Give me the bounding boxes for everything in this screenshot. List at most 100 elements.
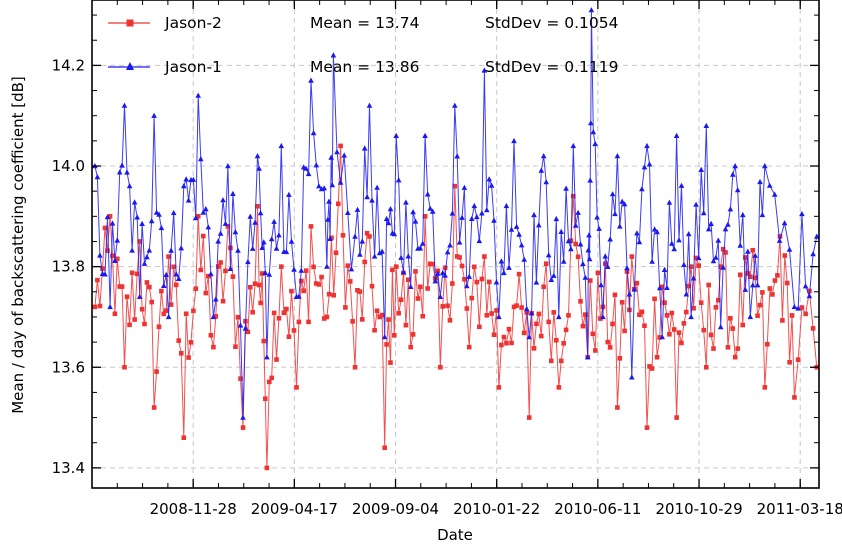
data-point-jason-1 <box>242 325 249 331</box>
data-point-jason-1 <box>722 226 729 232</box>
data-point-jason-2 <box>573 241 579 247</box>
legend-stddev: StdDev = 0.1119 <box>485 58 618 76</box>
data-point-jason-1 <box>771 191 778 197</box>
data-point-jason-2 <box>617 356 623 361</box>
x-tick-label: 2010-10-29 <box>655 500 742 518</box>
data-point-jason-2 <box>688 264 694 269</box>
data-point-jason-1 <box>703 122 710 128</box>
data-point-jason-1 <box>291 266 297 272</box>
data-point-jason-2 <box>291 328 297 333</box>
data-point-jason-1 <box>237 322 244 328</box>
data-point-jason-1 <box>348 266 355 272</box>
data-point-jason-2 <box>659 284 665 290</box>
data-point-jason-1 <box>193 215 199 221</box>
data-point-jason-1 <box>646 161 653 167</box>
data-point-jason-2 <box>499 342 504 348</box>
data-point-jason-2 <box>191 308 196 314</box>
data-point-jason-2 <box>787 359 792 365</box>
data-point-jason-1 <box>471 202 478 209</box>
data-point-jason-2 <box>438 364 443 370</box>
data-point-jason-2 <box>752 275 758 281</box>
data-point-jason-2 <box>452 183 458 189</box>
data-point-jason-2 <box>171 264 176 270</box>
data-point-jason-2 <box>718 264 724 269</box>
data-point-jason-1 <box>278 142 285 149</box>
data-point-jason-2 <box>408 344 413 350</box>
legend-mean: Mean = 13.74 <box>310 14 419 32</box>
legend-entry-jason-2: Jason-2 Mean = 13.74 StdDev = 0.1054 <box>108 14 618 32</box>
data-point-jason-2 <box>427 261 433 267</box>
data-point-jason-1 <box>582 274 589 280</box>
data-point-jason-1 <box>139 220 145 226</box>
data-point-jason-2 <box>548 358 554 364</box>
data-point-jason-1 <box>810 251 816 257</box>
data-point-jason-1 <box>435 270 441 276</box>
data-point-jason-2 <box>629 254 635 259</box>
data-point-jason-1 <box>664 284 670 290</box>
data-point-jason-1 <box>600 313 606 320</box>
x-tick-label: 2009-09-04 <box>352 500 439 518</box>
data-point-jason-1 <box>146 247 153 253</box>
data-point-jason-1 <box>617 223 623 229</box>
data-point-jason-1 <box>447 242 453 248</box>
data-point-jason-1 <box>486 176 492 182</box>
data-point-jason-1 <box>577 241 584 247</box>
data-point-jason-2 <box>410 332 416 337</box>
data-point-jason-2 <box>669 310 675 316</box>
data-point-jason-1 <box>454 153 460 159</box>
data-point-jason-1 <box>498 258 505 264</box>
data-point-jason-1 <box>742 286 749 292</box>
data-point-jason-1 <box>713 254 719 260</box>
data-point-jason-1 <box>385 220 392 226</box>
data-point-jason-1 <box>575 209 581 215</box>
data-point-jason-2 <box>374 308 380 314</box>
data-point-jason-2 <box>324 314 330 320</box>
y-tick-label: 14.0 <box>52 157 85 175</box>
data-point-jason-1 <box>560 258 567 264</box>
data-point-jason-2 <box>92 304 98 310</box>
data-point-jason-2 <box>489 311 494 316</box>
data-point-jason-2 <box>359 317 365 322</box>
data-point-jason-2 <box>760 290 765 295</box>
x-tick-label: 2008-11-28 <box>150 500 237 518</box>
data-point-jason-2 <box>644 425 650 430</box>
data-point-jason-1 <box>321 185 327 191</box>
data-point-jason-2 <box>266 379 272 385</box>
data-point-jason-2 <box>556 385 562 390</box>
data-point-jason-2 <box>514 303 519 308</box>
legend-label: Jason-2 <box>164 14 222 32</box>
data-point-jason-1 <box>580 260 586 267</box>
data-point-jason-1 <box>324 263 330 269</box>
data-point-jason-2 <box>151 405 157 410</box>
data-point-jason-2 <box>730 326 736 331</box>
data-point-jason-2 <box>725 344 731 350</box>
data-point-jason-1 <box>730 171 736 177</box>
data-point-jason-2 <box>392 333 397 338</box>
data-point-jason-1 <box>352 233 358 239</box>
data-point-jason-1 <box>119 162 125 168</box>
data-point-jason-2 <box>459 263 465 269</box>
data-point-jason-2 <box>345 263 351 268</box>
data-point-jason-2 <box>159 288 164 294</box>
data-point-jason-1 <box>479 210 485 216</box>
data-point-jason-2 <box>765 341 770 347</box>
data-point-jason-1 <box>644 142 650 149</box>
data-point-jason-1 <box>203 206 209 212</box>
data-point-jason-1 <box>313 162 320 168</box>
data-point-jason-2 <box>263 396 268 402</box>
data-point-jason-2 <box>501 334 507 340</box>
data-point-jason-2 <box>683 309 689 315</box>
data-point-jason-2 <box>447 318 453 323</box>
data-point-jason-2 <box>703 364 709 370</box>
legend: Jason-2 Mean = 13.74 StdDev = 0.1054Jason-… <box>108 14 618 76</box>
data-point-jason-1 <box>759 211 766 218</box>
data-point-jason-2 <box>496 385 502 390</box>
data-point-jason-1 <box>553 215 560 222</box>
data-point-jason-1 <box>634 230 640 236</box>
data-point-jason-2 <box>200 233 206 239</box>
data-point-jason-2 <box>107 214 113 219</box>
data-point-jason-2 <box>250 309 255 315</box>
data-point-jason-1 <box>737 242 743 248</box>
data-point-jason-1 <box>262 269 269 275</box>
